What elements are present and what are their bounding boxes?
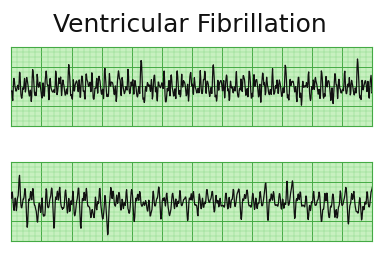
Text: Ventricular Fibrillation: Ventricular Fibrillation: [53, 13, 327, 37]
